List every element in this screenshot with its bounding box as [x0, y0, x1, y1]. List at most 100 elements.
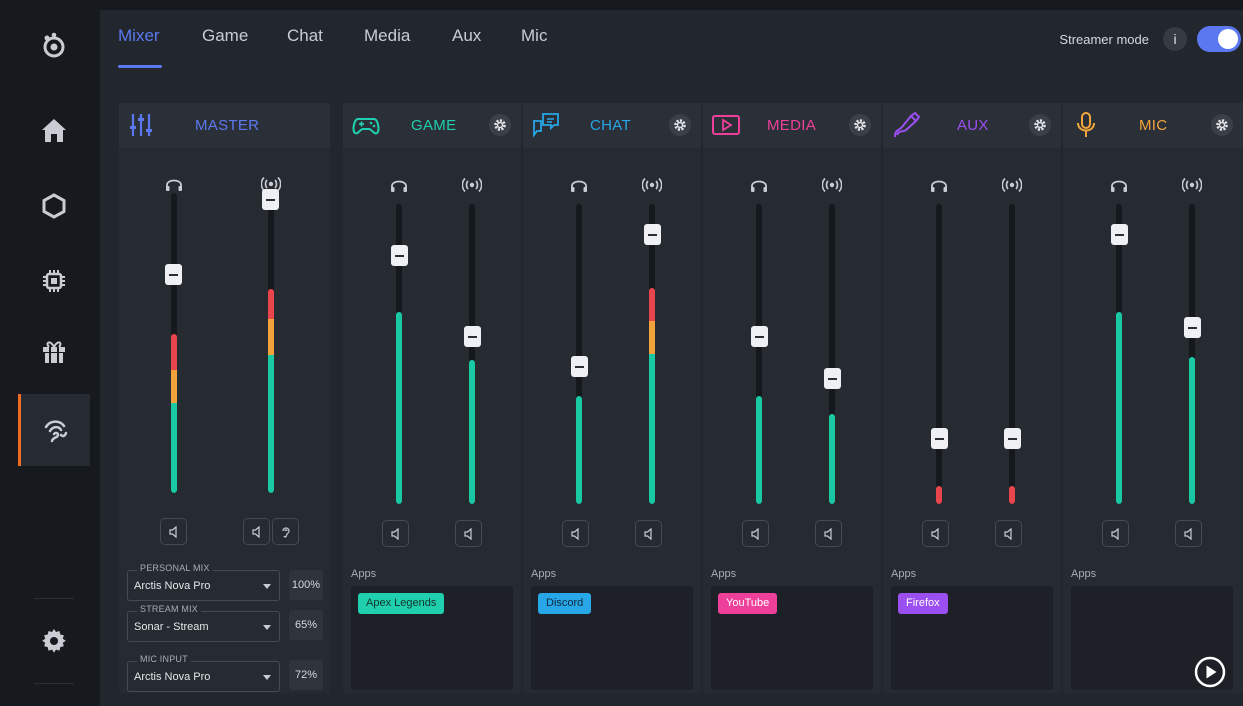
steelseries-logo-icon: [43, 32, 65, 58]
app-tag[interactable]: YouTube: [718, 593, 778, 614]
speaker-icon: [930, 527, 939, 540]
mute-button[interactable]: [635, 520, 662, 547]
sidebar-item-gifts[interactable]: [18, 315, 90, 387]
media-stream-fader[interactable]: [824, 368, 841, 389]
chat-stream-fader[interactable]: [644, 224, 661, 245]
app-tag[interactable]: Discord: [538, 593, 592, 614]
mute-button[interactable]: [742, 520, 769, 547]
game-settings-button[interactable]: [489, 114, 511, 136]
level-meter-fill: [396, 312, 402, 504]
aux-personal-fader[interactable]: [931, 428, 948, 449]
chip-icon: [43, 270, 65, 292]
master-stream-fader[interactable]: [262, 189, 279, 210]
chat-personal-meter: [576, 204, 582, 504]
mic-personal-fader[interactable]: [1111, 224, 1128, 245]
sidebar-item-hexagon[interactable]: [18, 170, 90, 242]
speaker-icon: [390, 527, 399, 540]
sidebar-item-home[interactable]: [18, 94, 90, 166]
mute-button[interactable]: [455, 520, 482, 547]
tab-aux[interactable]: Aux: [452, 26, 482, 45]
aux-stream-fader[interactable]: [1004, 428, 1021, 449]
tab-chat[interactable]: Chat: [287, 26, 323, 45]
apps-list: Firefox: [891, 586, 1053, 690]
apps-label: Apps: [1071, 568, 1097, 580]
personal-mix-dropdown[interactable]: Arctis Nova Pro: [127, 570, 280, 601]
game-header: GAME: [343, 103, 521, 148]
apps-label: Apps: [711, 568, 737, 580]
headphones-icon: [568, 176, 590, 194]
apps-list: Apex Legends: [351, 586, 513, 690]
mute-button[interactable]: [562, 520, 589, 547]
stream-mix-dropdown[interactable]: Sonar - Stream: [127, 611, 280, 642]
home-icon: [42, 119, 66, 142]
tab-mixer[interactable]: Mixer: [118, 26, 160, 45]
aux-settings-button[interactable]: [1029, 114, 1051, 136]
sidebar: [0, 0, 100, 706]
mic-personal-meter: [1116, 204, 1122, 504]
game-personal-meter: [396, 204, 402, 504]
master-title: MASTER: [195, 117, 260, 134]
app-tag[interactable]: Firefox: [898, 593, 948, 614]
media-personal-fader[interactable]: [751, 326, 768, 347]
chat-settings-button[interactable]: [669, 114, 691, 136]
sidebar-item-settings[interactable]: [18, 605, 90, 677]
media-stream-meter: [829, 204, 835, 504]
mic-panel: MIC Apps: [1063, 103, 1243, 693]
apps-label: Apps: [351, 568, 377, 580]
game-stream-fader[interactable]: [464, 326, 481, 347]
play-box-icon: [711, 111, 741, 139]
monitor-button[interactable]: [272, 518, 299, 545]
mic-input-value: Arctis Nova Pro: [134, 671, 211, 683]
personal-mix-label: PERSONAL MIX: [137, 563, 213, 573]
speaker-icon: [168, 525, 177, 538]
speaker-icon: [750, 527, 759, 540]
gift-icon: [43, 341, 65, 363]
media-settings-button[interactable]: [849, 114, 871, 136]
stream-mix-percent[interactable]: 65%: [289, 610, 323, 640]
chat-personal-fader[interactable]: [571, 356, 588, 377]
media-title: MEDIA: [767, 117, 817, 134]
master-personal-fader[interactable]: [165, 264, 182, 285]
aux-personal-meter: [936, 204, 942, 504]
active-tab-indicator: [118, 65, 162, 68]
mic-stream-fader[interactable]: [1184, 317, 1201, 338]
gear-icon: [42, 629, 66, 653]
apps-label: Apps: [891, 568, 917, 580]
personal-mix-percent[interactable]: 100%: [289, 570, 323, 600]
info-icon[interactable]: i: [1163, 27, 1187, 51]
speaker-icon: [570, 527, 579, 540]
apps-list: YouTube: [711, 586, 873, 690]
sidebar-item-engine[interactable]: [18, 245, 90, 317]
mic-input-dropdown[interactable]: Arctis Nova Pro: [127, 661, 280, 692]
tab-media[interactable]: Media: [364, 26, 411, 45]
mute-button[interactable]: [815, 520, 842, 547]
headphones-icon: [1108, 176, 1130, 194]
mute-button[interactable]: [1175, 520, 1202, 547]
gear-icon: [674, 119, 686, 131]
mic-input-percent[interactable]: 72%: [289, 660, 323, 690]
streamer-mode-toggle[interactable]: [1197, 26, 1241, 52]
tab-game[interactable]: Game: [202, 26, 249, 45]
media-personal-meter: [756, 204, 762, 504]
game-personal-fader[interactable]: [391, 245, 408, 266]
mute-button[interactable]: [995, 520, 1022, 547]
mute-button[interactable]: [922, 520, 949, 547]
broadcast-icon: [1181, 176, 1203, 194]
master-panel: MASTER Arctis Nova Pro PERSONAL MIX 100%…: [119, 103, 330, 693]
mute-button[interactable]: [382, 520, 409, 547]
mic-settings-button[interactable]: [1211, 114, 1233, 136]
mute-button[interactable]: [243, 518, 270, 545]
play-circle-icon[interactable]: [1194, 656, 1226, 688]
broadcast-icon: [821, 176, 843, 194]
tab-mic[interactable]: Mic: [521, 26, 548, 45]
headphones-icon: [163, 175, 185, 193]
mute-button[interactable]: [1102, 520, 1129, 547]
media-header: MEDIA: [703, 103, 881, 148]
sidebar-item-sonar[interactable]: [18, 394, 90, 466]
mute-button[interactable]: [160, 518, 187, 545]
chevron-down-icon: [263, 675, 271, 680]
level-meter-fill: [936, 486, 942, 504]
app-tag[interactable]: Apex Legends: [358, 593, 445, 614]
master-stream-meter: [268, 193, 274, 493]
sidebar-item-logo[interactable]: [18, 10, 90, 82]
